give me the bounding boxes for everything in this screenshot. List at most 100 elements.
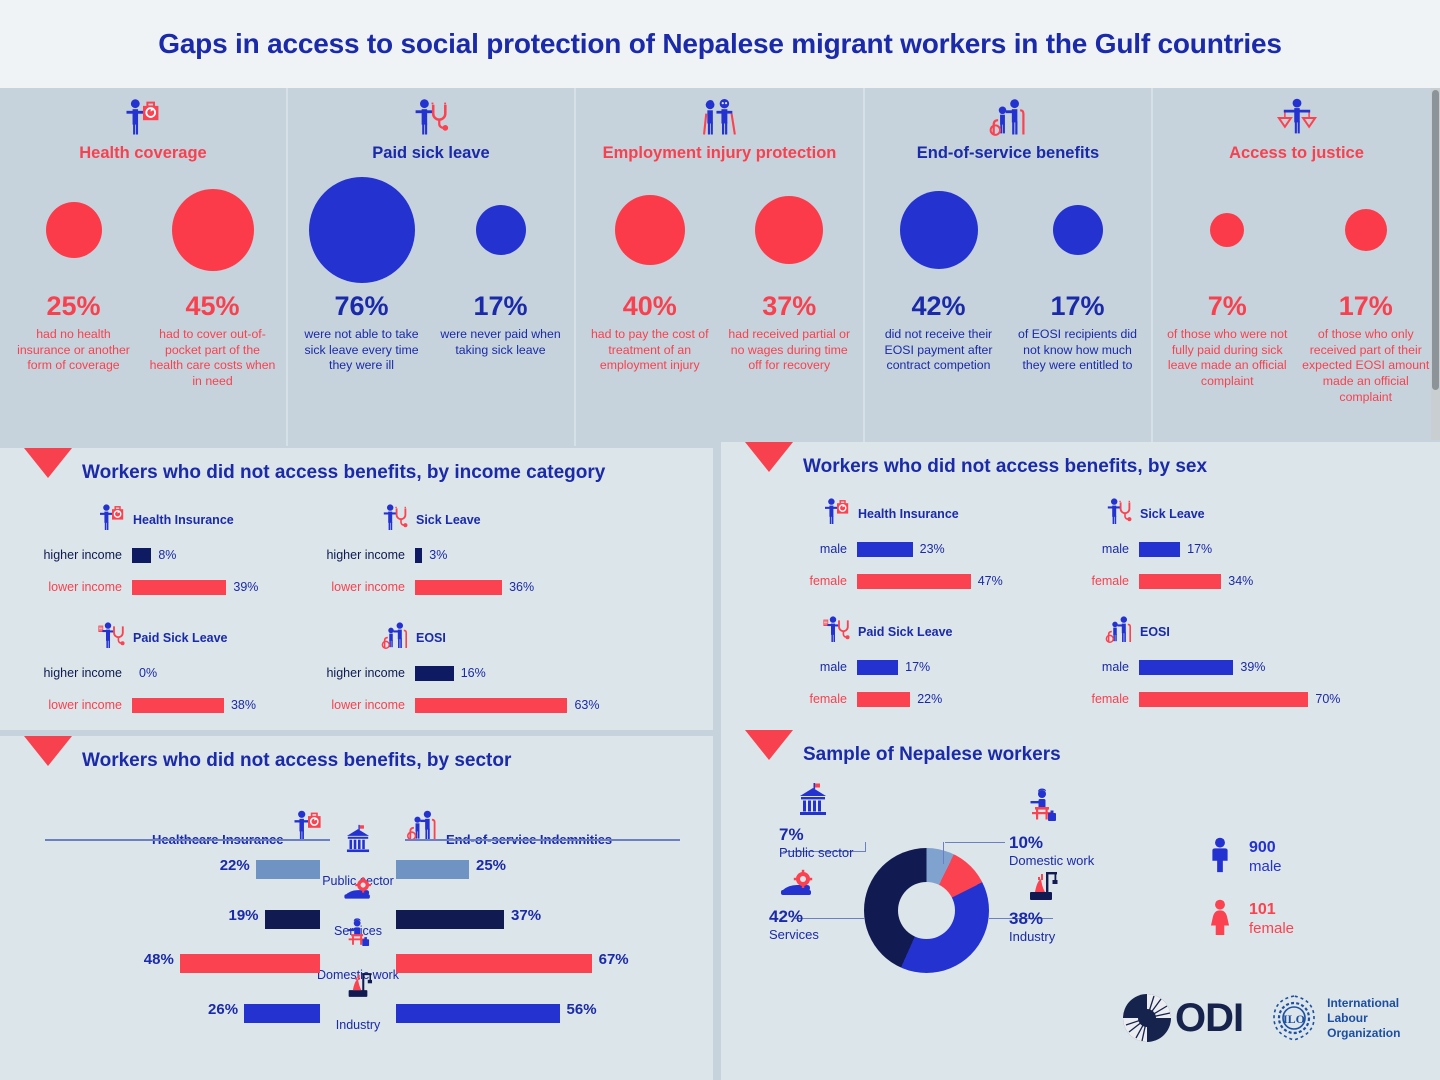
bank-building-icon xyxy=(793,782,833,827)
sample-section-title: Sample of Nepalese workers xyxy=(803,744,1061,765)
stat-item: 37% had received partial or no wages duri… xyxy=(720,175,860,374)
bar-group-label: Paid Sick Leave xyxy=(133,631,228,645)
sector-left-rule xyxy=(45,839,330,841)
sector-row-domestic-work: Domestic work 48% 67% xyxy=(0,918,713,994)
bar-value: 16% xyxy=(460,666,486,680)
sector-row-industry: Industry 26% 56% xyxy=(0,973,713,1044)
bar xyxy=(1139,659,1234,675)
donut-label-name: Industry xyxy=(1009,928,1056,944)
bar xyxy=(857,691,911,707)
bar-group-label: Health Insurance xyxy=(133,513,234,527)
stat-value: 37% xyxy=(762,290,817,321)
proportional-bubble xyxy=(614,194,685,265)
sector-value-right: 37% xyxy=(511,907,542,924)
donut-label-percent: 38% xyxy=(1009,909,1044,928)
bar-group-header: Sick Leave xyxy=(1031,497,1253,530)
donut-label-name: Domestic work xyxy=(1009,852,1095,868)
bar-value: 17% xyxy=(1187,542,1213,556)
bar-value: 47% xyxy=(977,574,1003,588)
worker-medical-bag-icon xyxy=(0,94,286,140)
stat-bubble-wrap xyxy=(899,175,978,285)
bar xyxy=(857,659,899,675)
bar-row: higher income 0% xyxy=(10,660,256,686)
bar-group-health-insurance: Health Insurance male 23% female 47% xyxy=(749,496,1003,594)
bar-group-header: Sick Leave xyxy=(293,503,534,536)
donut-label-percent: 7% xyxy=(779,825,804,844)
stat-panel-health-coverage: Health coverage 25% had no health insuranc… xyxy=(0,88,288,446)
bar-row-label: lower income xyxy=(48,698,122,712)
stat-bubble-wrap xyxy=(614,175,685,285)
bar-row: female 47% xyxy=(749,568,1003,594)
stat-description: had to cover out-of-pocket part of the h… xyxy=(149,326,276,389)
donut-label-services: 42% Services xyxy=(769,907,855,942)
sector-value-right: 56% xyxy=(566,1001,597,1018)
worker-medical-bag-icon xyxy=(96,502,128,539)
donut-label-percent: 42% xyxy=(769,907,804,926)
sex-section-title: Workers who did not access benefits, by … xyxy=(803,456,1208,477)
bar-row: male 17% xyxy=(749,654,953,680)
income-section-title: Workers who did not access benefits, by … xyxy=(82,462,606,483)
sector-value-right: 67% xyxy=(598,951,629,968)
sector-bar-left xyxy=(244,1004,320,1023)
proportional-bubble xyxy=(755,195,824,264)
bar-value: 3% xyxy=(429,548,448,562)
sector-bar-right xyxy=(396,860,469,879)
bar-row: higher income 16% xyxy=(293,660,599,686)
bar-group-sick-leave: Sick Leave male 17% female 34% xyxy=(1031,497,1253,594)
worker-medical-bag-icon xyxy=(821,496,853,533)
panel-title: Access to justice xyxy=(1229,144,1364,162)
bar-row-label: male xyxy=(1101,660,1129,674)
stat-description: had received partial or no wages during … xyxy=(728,326,851,373)
panel-title: End-of-service benefits xyxy=(916,144,1100,162)
sector-bar-left xyxy=(179,954,320,973)
bar xyxy=(1139,691,1309,707)
bank-building-icon xyxy=(341,824,375,863)
donut-leader-tick-1 xyxy=(943,842,945,864)
sector-section-title: Workers who did not access benefits, by … xyxy=(82,750,512,771)
donut-leader-line-2 xyxy=(795,918,865,920)
ilo-line-1: International xyxy=(1327,995,1400,1010)
odi-logo: ODI xyxy=(1121,992,1244,1044)
stat-description: of those who were not fully paid during … xyxy=(1167,326,1288,389)
stat-description: did not receive their EOSI payment after… xyxy=(884,326,993,373)
scrollbar-thumb[interactable] xyxy=(1432,90,1439,390)
panel-stats-row: 7% of those who were not fully paid durin… xyxy=(1153,175,1440,406)
bar-row-label: female xyxy=(1091,692,1129,706)
bar-group-label: Sick Leave xyxy=(1140,507,1205,521)
stat-bubble-wrap xyxy=(1344,175,1387,285)
bar xyxy=(132,547,152,563)
bar-row-label: female xyxy=(1091,574,1129,588)
sample-count-label: female xyxy=(1249,919,1295,937)
bar-value: 23% xyxy=(919,542,945,556)
bar xyxy=(857,541,913,557)
stat-value: 42% xyxy=(911,290,966,321)
stat-item: 17% of those who only received part of th… xyxy=(1297,175,1436,406)
worker-medical-bag-icon xyxy=(290,808,326,847)
donut-label-name: Public sector xyxy=(779,844,854,860)
logo-row: ODI ILO International Labour Organization xyxy=(1121,992,1400,1044)
bar-row-label: higher income xyxy=(326,548,405,562)
proportional-bubble xyxy=(475,204,526,255)
sector-bar-right xyxy=(396,954,592,973)
bar-row-label: higher income xyxy=(43,666,122,680)
stat-panel-end-of-service-benefits: End-of-service benefits 42% did not receiv… xyxy=(865,88,1153,446)
bar-row-label: female xyxy=(809,574,847,588)
bar xyxy=(1139,541,1181,557)
stat-value: 40% xyxy=(622,290,677,321)
bar xyxy=(132,697,224,713)
bar xyxy=(415,547,423,563)
sector-bar-left xyxy=(255,860,320,879)
bar-row: female 22% xyxy=(749,686,953,712)
sector-category-label: Industry xyxy=(335,1018,381,1032)
stat-bubble-wrap xyxy=(308,175,415,285)
stat-description: had to pay the cost of treatment of an e… xyxy=(590,326,709,373)
section-flag-icon xyxy=(745,730,793,760)
stat-description: had no health insurance or another form … xyxy=(17,326,130,373)
donut-label-industry: 38% Industry xyxy=(1009,909,1095,944)
stat-item: 45% had to cover out-of-pocket part of th… xyxy=(143,175,282,390)
elderly-worker-cane-icon xyxy=(865,94,1151,140)
section-flag-icon xyxy=(24,736,72,766)
worker-stethoscope-doc-icon xyxy=(96,620,128,657)
stat-bubble-wrap xyxy=(171,175,254,285)
bar-row-label: female xyxy=(809,692,847,706)
